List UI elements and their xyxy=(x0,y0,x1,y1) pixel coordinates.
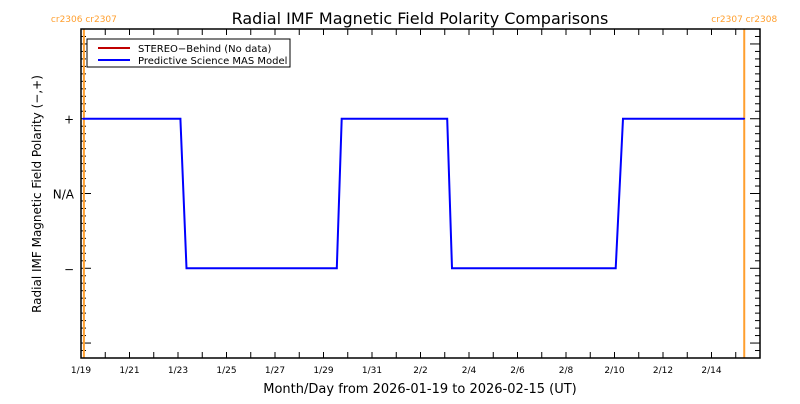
data-point xyxy=(82,117,84,120)
series-line-mas-model xyxy=(82,117,745,270)
x-tick-label: 1/31 xyxy=(362,366,382,376)
x-tick-label: 2/8 xyxy=(559,366,574,376)
x-tick-label: 1/25 xyxy=(216,366,236,376)
x-tick-label: 2/4 xyxy=(462,366,477,376)
legend-box xyxy=(86,38,291,68)
x-tick-label: 1/19 xyxy=(71,366,91,376)
data-point xyxy=(185,267,188,270)
x-tick-label: 2/2 xyxy=(413,366,427,376)
carrington-rotation-label: cr2306 cr2307 xyxy=(51,15,117,25)
x-tick-label: 1/23 xyxy=(168,366,188,376)
y-tick-label: + xyxy=(64,113,74,127)
chart-title: Radial IMF Magnetic Field Polarity Compa… xyxy=(232,9,609,28)
data-point xyxy=(446,117,448,120)
x-tick-label: 1/29 xyxy=(313,366,333,376)
data-point xyxy=(743,117,746,120)
x-tick-label: 1/21 xyxy=(119,366,139,376)
x-axis-label: Month/Day from 2026-01-19 to 2026-02-15 … xyxy=(263,382,576,397)
legend-label-mas: Predictive Science MAS Model xyxy=(138,56,287,67)
data-point xyxy=(614,267,617,270)
carrington-rotation-label: cr2307 cr2308 xyxy=(711,15,777,25)
plot-frame xyxy=(80,28,761,359)
data-point xyxy=(451,267,453,270)
legend: STEREO−Behind (No data) Predictive Scien… xyxy=(86,38,291,68)
x-tick-label: 1/27 xyxy=(265,366,285,376)
data-point xyxy=(336,267,338,270)
x-tick-label: 2/6 xyxy=(510,366,525,376)
x-tick-label: 2/12 xyxy=(653,366,673,376)
legend-label-stereo: STEREO−Behind (No data) xyxy=(138,44,271,55)
y-tick-label: − xyxy=(64,262,74,276)
data-point xyxy=(340,117,343,120)
x-tick-label: 2/10 xyxy=(604,366,624,376)
y-axis-label: Radial IMF Magnetic Field Polarity (−,+) xyxy=(30,75,44,313)
x-tick-label: 2/14 xyxy=(701,366,721,376)
data-point xyxy=(622,117,624,120)
data-point xyxy=(179,117,182,120)
y-tick-label: N/A xyxy=(53,188,75,202)
